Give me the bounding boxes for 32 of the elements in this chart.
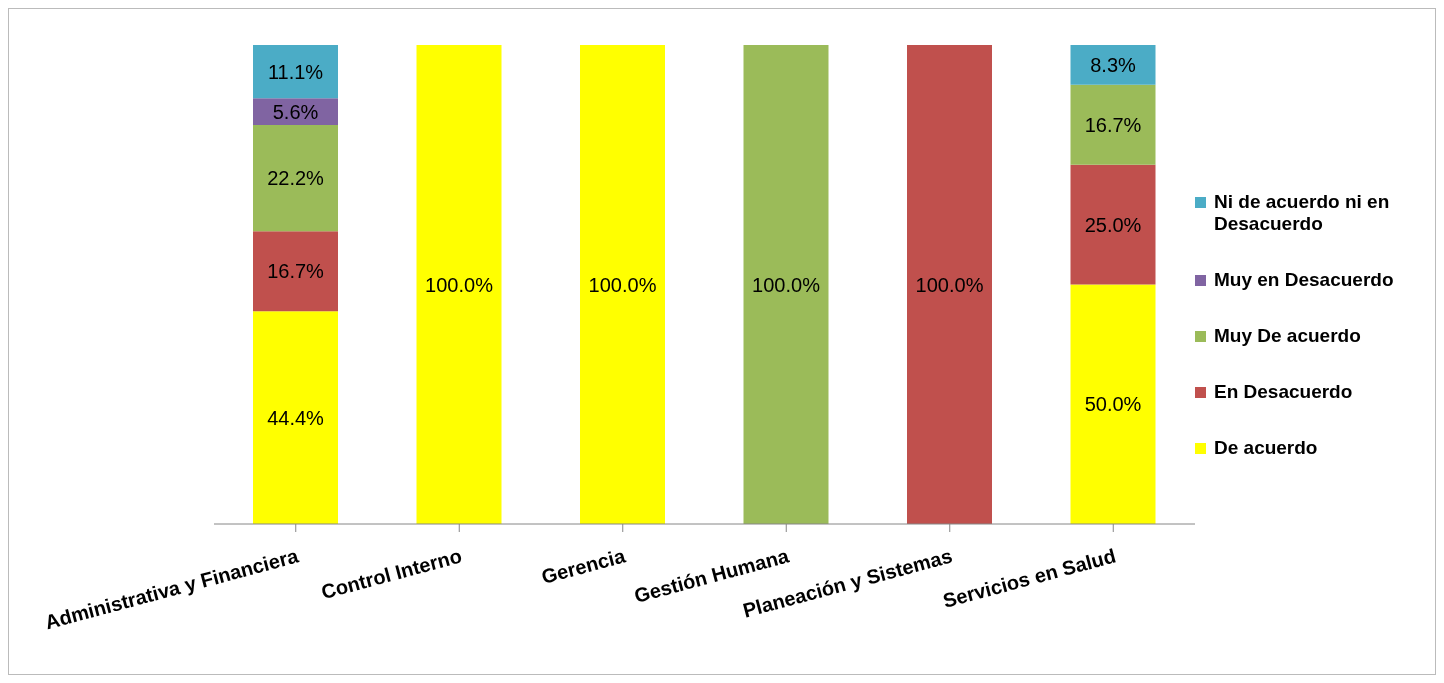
bar xyxy=(1070,284,1156,524)
bar xyxy=(253,124,338,232)
data-label: 100.0% xyxy=(752,273,821,296)
bar xyxy=(253,311,338,524)
data-label: 8.3% xyxy=(1090,53,1137,76)
data-label: 25.0% xyxy=(1084,213,1142,236)
bar xyxy=(1070,84,1156,165)
bar xyxy=(580,45,665,524)
legend-label: Muy en Desacuerdo xyxy=(1214,268,1394,291)
x-tick-label: Control Interno xyxy=(318,544,465,604)
data-label: 100.0% xyxy=(915,273,984,296)
bar xyxy=(253,231,338,312)
data-label: 44.4% xyxy=(267,406,325,429)
data-label: 22.2% xyxy=(267,167,325,190)
bar xyxy=(416,45,502,524)
bar xyxy=(1070,45,1156,85)
legend-label: Muy De acuerdo xyxy=(1214,324,1361,347)
bar xyxy=(1070,164,1156,285)
data-label: 100.0% xyxy=(425,273,494,296)
bar xyxy=(253,45,338,99)
legend-label: En Desacuerdo xyxy=(1214,380,1353,403)
data-label: 50.0% xyxy=(1084,393,1142,416)
data-label: 11.1% xyxy=(267,60,324,83)
x-tick-label: Gerencia xyxy=(539,544,629,588)
data-label: 100.0% xyxy=(588,273,657,296)
legend-label: Ni de acuerdo ni en Desacuerdo xyxy=(1214,190,1391,235)
data-label: 16.7% xyxy=(267,260,325,283)
legend-label: De acuerdo xyxy=(1214,436,1318,459)
bar xyxy=(743,45,829,524)
data-label: 5.6% xyxy=(272,100,319,123)
bar xyxy=(907,45,992,524)
data-label: 16.7% xyxy=(1084,113,1142,136)
